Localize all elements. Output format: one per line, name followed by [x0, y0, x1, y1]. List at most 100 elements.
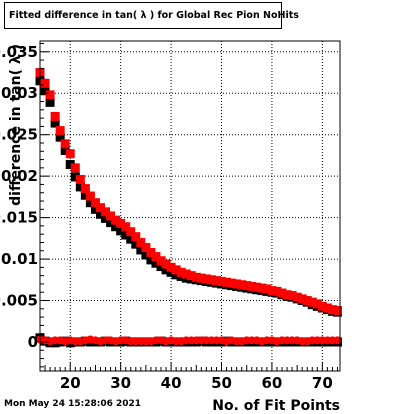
data-point — [106, 211, 116, 221]
data-point — [322, 303, 332, 313]
data-point — [267, 286, 277, 296]
y-tick-label: 0 — [28, 333, 38, 351]
x-tick-label: 30 — [110, 374, 131, 392]
data-point — [196, 273, 206, 283]
data-point — [211, 276, 221, 286]
data-point — [40, 86, 50, 96]
data-point — [111, 222, 121, 232]
data-point — [262, 284, 272, 294]
data-point — [146, 247, 156, 257]
y-tick-label: 0.03 — [1, 84, 38, 102]
data-point — [96, 203, 106, 213]
data-point — [247, 281, 257, 291]
data-point — [85, 191, 95, 201]
x-tick-label: 50 — [211, 374, 232, 392]
data-point — [131, 239, 141, 249]
data-point — [80, 190, 90, 200]
data-point — [60, 139, 70, 149]
data-point — [302, 296, 312, 306]
data-point — [136, 245, 146, 255]
data-point — [85, 198, 95, 208]
data-point — [116, 218, 126, 228]
data-point — [45, 90, 55, 100]
data-point — [45, 97, 55, 107]
data-point — [75, 174, 85, 184]
data-point — [257, 283, 267, 293]
plot-border — [39, 40, 341, 372]
data-point — [161, 265, 171, 275]
data-point — [151, 252, 161, 262]
data-point — [65, 149, 75, 159]
data-point — [217, 276, 227, 286]
plot-frame — [40, 41, 340, 371]
x-tick-label: 70 — [312, 374, 333, 392]
data-point — [227, 278, 237, 288]
y-axis-label: difference in tan( λ ) — [8, 44, 24, 206]
data-point — [176, 267, 186, 277]
series-1 — [35, 68, 342, 315]
x-axis-label: No. of Fit Points — [212, 398, 340, 414]
data-point — [297, 294, 307, 304]
data-point — [171, 265, 181, 275]
data-point — [222, 277, 232, 287]
x-tick-label: 20 — [60, 374, 81, 392]
data-point — [237, 280, 247, 290]
data-point — [307, 297, 317, 307]
data-point — [141, 250, 151, 260]
data-point — [90, 198, 100, 208]
data-point — [287, 291, 297, 301]
data-point — [327, 305, 337, 315]
data-point — [292, 292, 302, 302]
data-point — [106, 218, 116, 228]
data-point — [181, 269, 191, 279]
data-point — [90, 204, 100, 214]
data-point — [171, 270, 181, 280]
data-point — [151, 258, 161, 268]
data-point — [146, 255, 156, 265]
data-point — [161, 259, 171, 269]
data-point — [55, 126, 65, 136]
axis-tick-labels: 20 30 40 50 60 70 0 0.005 0.01 0.015 0.02 0.025 0.03… — [0, 43, 333, 392]
data-point — [101, 213, 111, 223]
y-tick-label: 0.035 — [0, 43, 38, 61]
data-point — [232, 279, 242, 289]
y-tick-label: 0.02 — [1, 167, 38, 185]
data-point — [252, 282, 262, 292]
data-point — [156, 256, 166, 266]
timestamp: Mon May 24 15:28:06 2021 — [4, 399, 142, 409]
data-point — [166, 262, 176, 272]
data-point — [55, 132, 65, 142]
data-point — [242, 281, 252, 291]
data-point — [116, 226, 126, 236]
data-point — [80, 184, 90, 194]
data-point — [111, 215, 121, 225]
data-point — [333, 336, 342, 345]
data-point — [121, 222, 131, 232]
data-point — [126, 234, 136, 244]
series-3 — [36, 335, 342, 346]
data-point — [65, 160, 75, 170]
data-point — [191, 272, 201, 282]
data-point — [70, 172, 80, 182]
data-markers — [35, 68, 342, 348]
data-point — [121, 230, 131, 240]
data-point — [136, 237, 146, 247]
data-point — [60, 145, 70, 155]
data-point — [70, 163, 80, 173]
axis-ticks — [39, 42, 338, 371]
data-point — [50, 111, 60, 121]
data-point — [141, 242, 151, 252]
data-point — [201, 274, 211, 284]
data-point — [131, 232, 141, 242]
data-point — [75, 182, 85, 192]
data-point — [332, 305, 342, 315]
x-tick-label: 40 — [161, 374, 182, 392]
data-point — [50, 118, 60, 128]
y-tick-label: 0.025 — [0, 126, 38, 144]
data-point — [277, 288, 287, 298]
y-tick-label: 0.005 — [0, 292, 38, 310]
x-tick-label: 60 — [261, 374, 282, 392]
y-tick-label: 0.015 — [0, 209, 38, 227]
data-point — [272, 286, 282, 296]
